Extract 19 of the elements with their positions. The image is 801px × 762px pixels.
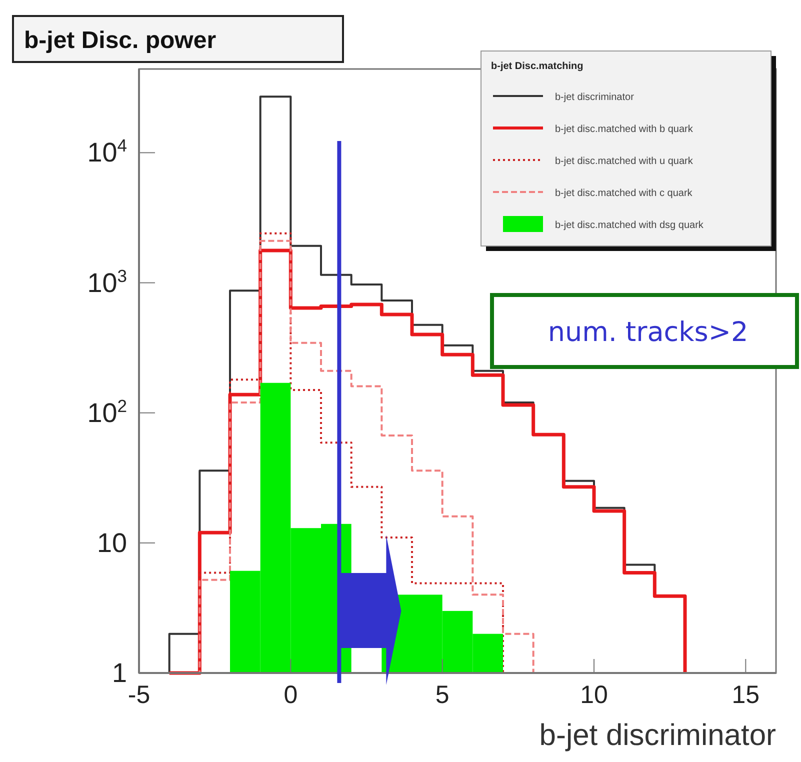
- x-tick-label: -5: [128, 681, 150, 709]
- legend-label: b-jet disc.matched with u quark: [555, 156, 694, 167]
- legend-title: b-jet Disc.matching: [491, 61, 584, 72]
- y-tick-label: 10$^{3}$: [87, 266, 127, 298]
- y-tick-label: 10: [96, 528, 127, 558]
- x-tick-label: 0: [284, 681, 298, 709]
- legend-label: b-jet disc.matched with c quark: [555, 188, 694, 199]
- y-tick-label: 1: [112, 658, 127, 688]
- x-tick-label: 5: [435, 681, 450, 709]
- legend-label: b-jet discriminator: [555, 92, 635, 103]
- legend-label: b-jet disc.matched with b quark: [555, 124, 694, 135]
- chart-title: b-jet Disc. power: [24, 27, 216, 54]
- legend-label: b-jet disc.matched with dsg quark: [555, 220, 704, 231]
- y-tick-label: 10$^{4}$: [87, 136, 128, 168]
- y-tick-label: 10$^{2}$: [87, 396, 127, 428]
- x-tick-label: 15: [732, 681, 760, 709]
- annotation: num. tracks>2: [548, 317, 748, 348]
- x-tick-label: 10: [580, 681, 608, 709]
- x-axis-title: b-jet discriminator: [539, 719, 776, 752]
